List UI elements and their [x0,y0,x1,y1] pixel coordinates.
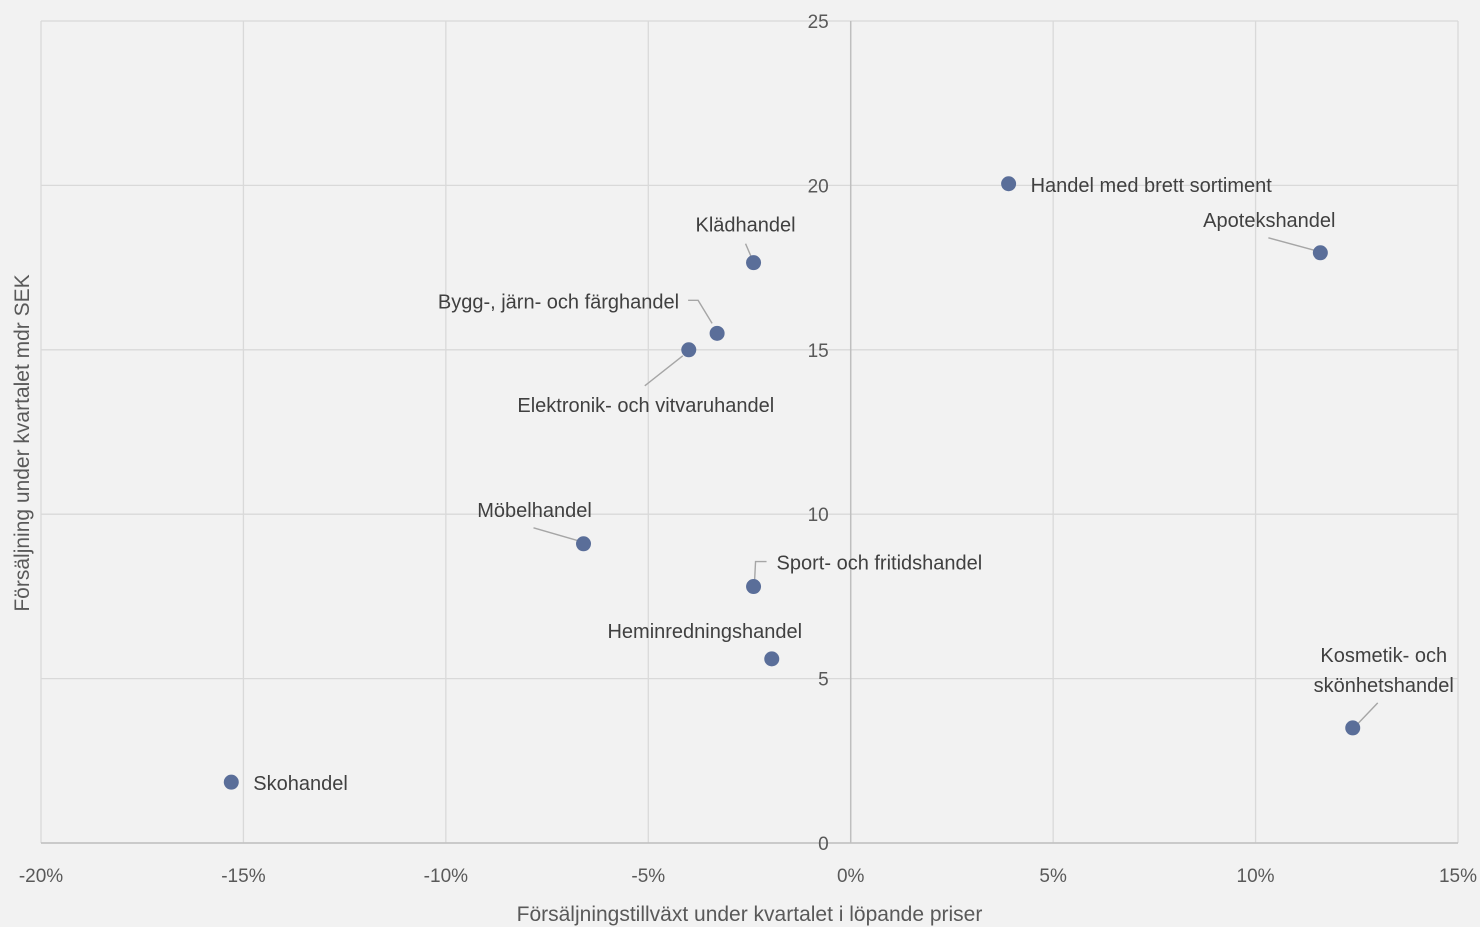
x-tick-label: -15% [221,866,265,887]
data-label: Bygg-, järn- och färghandel [438,291,679,313]
y-axis-title: Försäljning under kvartalet mdr SEK [11,274,34,611]
x-tick-label: 10% [1237,866,1275,887]
data-label: Sport- och fritidshandel [777,553,983,575]
x-axis-title: Försäljningstillväxt under kvartalet i l… [517,903,983,926]
data-point [764,651,780,667]
data-label: Handel med brett sortiment [1031,175,1273,197]
leader-line [644,355,684,387]
data-label: Kosmetik- och [1320,645,1447,667]
data-point [1001,176,1017,192]
data-point [681,342,697,358]
leader-line [533,527,579,542]
leader-line [753,560,767,582]
x-tick-label: 5% [1039,866,1067,887]
y-tick-label: 25 [808,12,829,33]
x-tick-label: -20% [19,866,63,887]
data-point [576,536,592,552]
y-tick-label: 20 [808,176,829,197]
x-tick-label: 15% [1439,866,1477,887]
leader-line [688,299,713,324]
data-label: Apotekshandel [1203,210,1335,232]
x-tick-label: 0% [837,866,865,887]
data-label: skönhetshandel [1314,675,1454,697]
y-tick-label: 5 [818,670,829,691]
y-tick-label: 15 [808,341,829,362]
leader-line [1268,237,1317,252]
leader-line [1356,702,1379,726]
y-tick-label: 0 [818,834,829,855]
data-point [709,325,725,341]
x-tick-label: -10% [424,866,468,887]
data-label: Heminredningshandel [607,621,802,643]
data-label: Klädhandel [696,215,796,237]
data-label: Elektronik- och vitvaruhandel [517,395,774,417]
data-point [1312,245,1328,261]
data-point [746,579,762,595]
data-label: Möbelhandel [477,500,592,522]
data-label: Skohandel [253,773,348,795]
leader-line [744,243,753,258]
data-point [223,774,239,790]
data-point [746,255,762,271]
y-tick-label: 10 [808,505,829,526]
data-point [1345,720,1361,736]
x-tick-label: -5% [631,866,665,887]
